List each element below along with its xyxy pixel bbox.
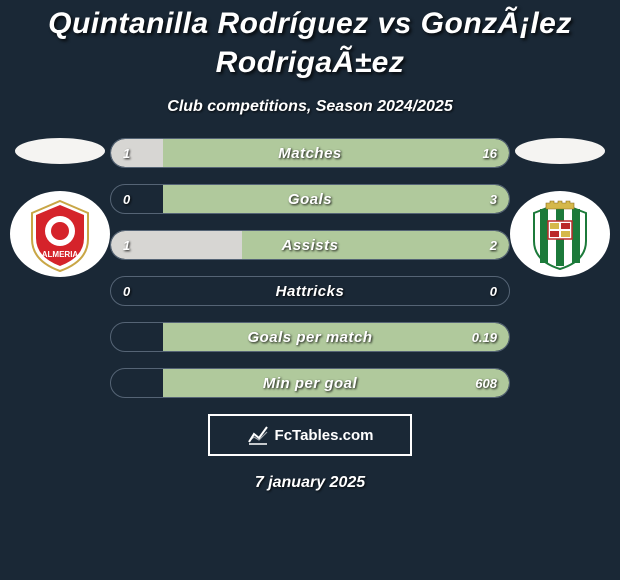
club-crest-left: ALMERIA (10, 191, 110, 277)
chart-icon (247, 424, 269, 446)
footer-brand-text: FcTables.com (275, 427, 374, 444)
stat-rows: 116Matches 03Goals 12Assists 00Hattricks 0.1… (110, 138, 510, 398)
subtitle: Club competitions, Season 2024/2025 (0, 98, 620, 116)
svg-text:ALMERIA: ALMERIA (42, 250, 79, 259)
stat-row: 03Goals (110, 184, 510, 214)
player-badge-right (515, 138, 605, 164)
almeria-crest-icon: ALMERIA (10, 191, 110, 277)
player-badge-left (15, 138, 105, 164)
date-text: 7 january 2025 (0, 474, 620, 492)
stat-label: Hattricks (111, 277, 509, 306)
page-title: Quintanilla Rodríguez vs GonzÃ¡lez Rodri… (0, 0, 620, 82)
stat-row: 116Matches (110, 138, 510, 168)
stat-row: 608Min per goal (110, 368, 510, 398)
footer-attribution: FcTables.com (208, 414, 412, 456)
cordoba-crest-icon (510, 191, 610, 277)
stat-label: Min per goal (111, 369, 509, 398)
stat-label: Goals (111, 185, 509, 214)
stat-label: Matches (111, 139, 509, 168)
stat-row: 12Assists (110, 230, 510, 260)
stat-row: 0.19Goals per match (110, 322, 510, 352)
stat-label: Goals per match (111, 323, 509, 352)
comparison-panel: ALMERIA 116Matches 03Goals 12Assists 00Hatt… (0, 138, 620, 398)
club-crest-right (510, 191, 610, 277)
stat-label: Assists (111, 231, 509, 260)
stat-row: 00Hattricks (110, 276, 510, 306)
